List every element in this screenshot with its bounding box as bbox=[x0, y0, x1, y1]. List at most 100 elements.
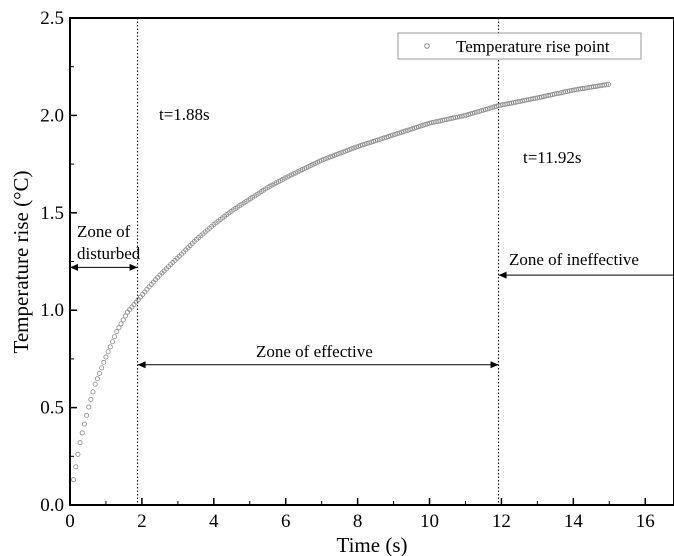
data-point bbox=[112, 334, 118, 340]
data-point bbox=[407, 127, 413, 133]
data-point bbox=[390, 132, 396, 138]
data-point bbox=[86, 404, 92, 410]
data-point bbox=[420, 122, 426, 128]
data-point bbox=[77, 440, 83, 446]
data-point bbox=[71, 477, 77, 483]
data-point bbox=[418, 123, 424, 129]
data-point bbox=[364, 141, 370, 147]
data-point bbox=[392, 131, 398, 137]
data-point bbox=[79, 430, 85, 436]
data-point bbox=[355, 143, 361, 149]
zone-disturbed-label-line2: disturbed bbox=[77, 244, 141, 263]
data-point bbox=[101, 359, 107, 365]
data-point bbox=[375, 137, 381, 143]
data-point bbox=[94, 376, 100, 382]
legend-label: Temperature rise point bbox=[456, 37, 610, 56]
zone-arrows bbox=[70, 263, 674, 369]
arrow-head bbox=[70, 263, 78, 271]
zone-effective-label: Zone of effective bbox=[256, 342, 373, 361]
data-point bbox=[483, 106, 489, 112]
data-point bbox=[485, 106, 491, 112]
x-tick-label: 2 bbox=[137, 511, 147, 532]
data-point bbox=[414, 124, 420, 130]
data-point bbox=[416, 124, 422, 130]
data-point bbox=[327, 154, 333, 160]
data-point bbox=[349, 146, 355, 152]
data-point bbox=[323, 156, 329, 162]
data-point bbox=[403, 128, 409, 134]
data-point bbox=[370, 138, 376, 144]
data-point bbox=[424, 121, 430, 127]
data-point bbox=[351, 145, 357, 151]
data-point bbox=[338, 150, 344, 156]
x-tick-label: 12 bbox=[492, 511, 511, 532]
legend-box bbox=[397, 32, 642, 60]
data-point bbox=[109, 339, 115, 345]
data-point bbox=[321, 156, 327, 162]
data-point bbox=[84, 412, 90, 418]
zone-ineffective-label: Zone of ineffective bbox=[509, 250, 639, 269]
data-point bbox=[105, 349, 111, 355]
data-points bbox=[71, 81, 612, 483]
data-point bbox=[398, 129, 404, 135]
data-point bbox=[386, 134, 392, 140]
x-tick-label: 6 bbox=[281, 511, 291, 532]
data-point bbox=[465, 112, 471, 118]
data-point bbox=[342, 148, 348, 154]
data-point bbox=[396, 130, 402, 136]
data-point bbox=[88, 396, 94, 402]
data-point bbox=[99, 365, 105, 371]
arrow-head bbox=[498, 271, 507, 279]
data-point bbox=[118, 321, 124, 327]
data-point bbox=[360, 142, 366, 148]
data-point bbox=[368, 139, 374, 145]
data-point bbox=[470, 110, 476, 116]
y-tick-label: 2.0 bbox=[40, 105, 64, 126]
data-point bbox=[606, 81, 612, 87]
data-point bbox=[90, 389, 96, 395]
x-tick-label: 8 bbox=[353, 511, 363, 532]
data-point bbox=[362, 141, 368, 147]
data-point bbox=[357, 143, 363, 149]
data-point bbox=[379, 136, 385, 142]
legend: Temperature rise point bbox=[397, 32, 642, 60]
arrow-head bbox=[490, 361, 499, 369]
data-point bbox=[476, 108, 482, 114]
data-point bbox=[347, 147, 353, 153]
y-tick-label: 1.5 bbox=[40, 203, 64, 224]
y-axis-title: Temperature rise (°C) bbox=[9, 170, 33, 353]
data-point bbox=[114, 329, 120, 335]
data-point bbox=[411, 125, 417, 131]
x-tick-label: 0 bbox=[65, 511, 75, 532]
x-tick-label: 4 bbox=[209, 511, 219, 532]
data-point bbox=[388, 133, 394, 139]
data-point bbox=[377, 136, 383, 142]
zone-disturbed-label-line1: Zone of bbox=[77, 222, 131, 241]
data-point bbox=[336, 151, 342, 157]
data-point bbox=[373, 138, 379, 144]
data-point bbox=[92, 381, 98, 387]
data-point bbox=[487, 105, 493, 111]
data-point bbox=[480, 107, 486, 113]
annotation-t1: t=1.88s bbox=[159, 105, 210, 124]
x-tick-label: 10 bbox=[420, 511, 439, 532]
data-point bbox=[96, 370, 102, 376]
data-point bbox=[319, 157, 325, 163]
arrow-head bbox=[137, 361, 146, 369]
data-point bbox=[381, 135, 387, 141]
data-point bbox=[603, 82, 609, 88]
data-point bbox=[491, 104, 497, 110]
y-tick-label: 0.5 bbox=[40, 398, 64, 419]
data-point bbox=[73, 464, 79, 470]
data-point bbox=[489, 105, 495, 111]
data-point bbox=[116, 325, 122, 331]
x-axis-title: Time (s) bbox=[337, 533, 408, 556]
data-point bbox=[353, 144, 359, 150]
data-point bbox=[478, 108, 484, 114]
data-point bbox=[345, 147, 351, 153]
data-point bbox=[409, 126, 415, 132]
y-tick-label: 2.5 bbox=[40, 8, 64, 29]
boundary-lines bbox=[137, 18, 500, 505]
data-point bbox=[383, 134, 389, 140]
